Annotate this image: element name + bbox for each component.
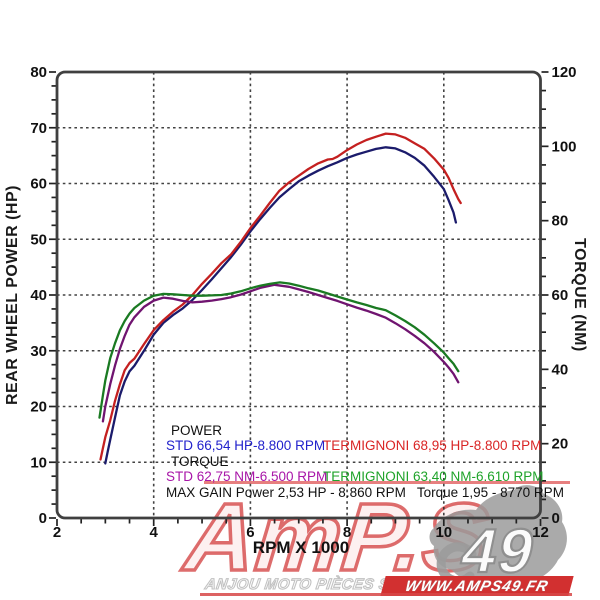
svg-text:0: 0 bbox=[39, 510, 47, 527]
rider-body-shape bbox=[429, 485, 567, 587]
svg-text:40: 40 bbox=[30, 287, 47, 304]
watermark-top-line bbox=[204, 481, 570, 484]
legend-torque-std: STD 62,75 NM-6.500 RPM bbox=[166, 469, 328, 485]
svg-text:120: 120 bbox=[552, 64, 577, 81]
chart-legend: POWER STD 66,54 HP-8.800 RPMTERMIGNONI 6… bbox=[166, 423, 564, 500]
x-axis-title: RPM X 1000 bbox=[252, 538, 350, 557]
svg-text:60: 60 bbox=[30, 176, 47, 193]
legend-power-header: POWER bbox=[171, 423, 223, 438]
svg-text:100: 100 bbox=[552, 138, 577, 155]
legend-torque-termignoni: TERMIGNONI 63,40 NM-6.610 RPM bbox=[323, 469, 544, 485]
svg-text:10: 10 bbox=[30, 454, 47, 471]
legend-power-std: STD 66,54 HP-8.800 RPM bbox=[166, 438, 326, 454]
legend-torque-header: TORQUE bbox=[171, 453, 229, 469]
svg-text:80: 80 bbox=[552, 213, 569, 230]
svg-text:80: 80 bbox=[30, 64, 47, 81]
svg-text:12: 12 bbox=[532, 524, 549, 541]
svg-text:40: 40 bbox=[552, 361, 569, 378]
svg-text:20: 20 bbox=[30, 399, 47, 416]
svg-text:60: 60 bbox=[552, 287, 569, 304]
legend-max-gain: MAX GAIN Power 2,53 HP - 8.860 RPM Torqu… bbox=[166, 484, 564, 500]
y-left-axis-title: REAR WHEEL POWER (HP) bbox=[4, 185, 21, 405]
svg-text:20: 20 bbox=[552, 436, 569, 453]
svg-text:70: 70 bbox=[30, 120, 47, 137]
logo-number-49: 49 bbox=[455, 517, 543, 586]
svg-text:50: 50 bbox=[30, 231, 47, 248]
legend-power-termignoni: TERMIGNONI 68,95 HP-8.800 RPM bbox=[323, 438, 542, 454]
watermark-underline bbox=[200, 593, 572, 596]
svg-text:0: 0 bbox=[552, 510, 560, 527]
svg-text:30: 30 bbox=[30, 343, 47, 360]
svg-text:10: 10 bbox=[435, 524, 452, 541]
svg-text:8: 8 bbox=[343, 524, 351, 541]
svg-text:4: 4 bbox=[150, 524, 159, 541]
motorcycle-rider-silhouette-icon: 49 bbox=[429, 485, 567, 587]
svg-text:6: 6 bbox=[246, 524, 254, 541]
y-right-axis-title: TORQUE (NM) bbox=[571, 238, 588, 352]
svg-text:2: 2 bbox=[53, 524, 61, 541]
